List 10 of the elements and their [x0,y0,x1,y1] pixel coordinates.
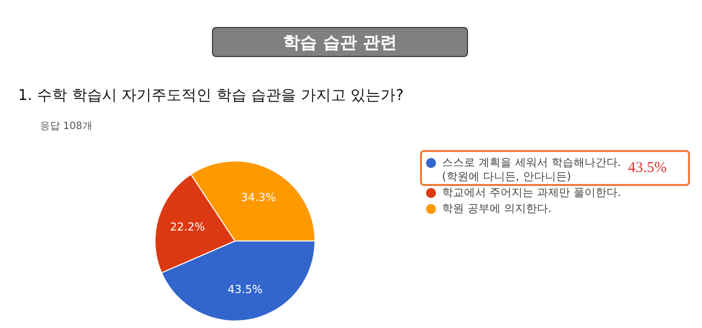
data-label: 22.2% [170,220,205,234]
text: 응답 108개 [40,120,92,133]
data-label: 43.5% [228,283,263,296]
legend-label: 학원 공부에 의지한다. [442,202,552,216]
legend-label: 스스로 계획을 세워서 학습해나간다.(학원에 다니든, 안다니든) [442,156,621,183]
data-label: 34.3% [241,190,276,204]
text: 43.5% [628,160,667,177]
chart-subtitle: 1. 수학 학습시 자기주도적인 학습 습관을 가지고 있는가? [18,86,404,105]
chart-title: 학습 습관 관련 [283,32,397,54]
legend-label: 학교에서 주어지는 과제만 풀이한다. [442,186,622,200]
